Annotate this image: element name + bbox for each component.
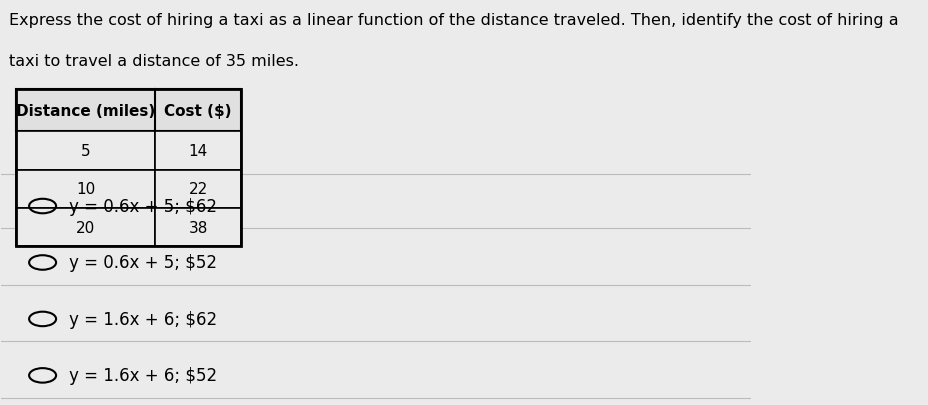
Text: 20: 20 [76, 220, 96, 235]
Text: y = 0.6x + 5; $62: y = 0.6x + 5; $62 [69, 198, 216, 215]
Text: 10: 10 [76, 182, 96, 197]
Text: y = 1.6x + 6; $52: y = 1.6x + 6; $52 [69, 367, 217, 384]
FancyBboxPatch shape [17, 132, 155, 171]
Text: y = 1.6x + 6; $62: y = 1.6x + 6; $62 [69, 310, 217, 328]
FancyBboxPatch shape [17, 209, 155, 247]
Text: taxi to travel a distance of 35 miles.: taxi to travel a distance of 35 miles. [9, 54, 299, 68]
FancyBboxPatch shape [155, 132, 241, 171]
Text: 38: 38 [188, 220, 208, 235]
FancyBboxPatch shape [155, 209, 241, 247]
Text: Cost ($): Cost ($) [164, 104, 232, 119]
Text: y = 0.6x + 5; $52: y = 0.6x + 5; $52 [69, 254, 216, 272]
Text: Express the cost of hiring a taxi as a linear function of the distance traveled.: Express the cost of hiring a taxi as a l… [9, 13, 897, 28]
FancyBboxPatch shape [155, 171, 241, 209]
Text: 22: 22 [188, 182, 208, 197]
Text: 14: 14 [188, 144, 208, 159]
FancyBboxPatch shape [17, 171, 155, 209]
Text: Distance (miles): Distance (miles) [16, 104, 155, 119]
Text: 5: 5 [81, 144, 90, 159]
FancyBboxPatch shape [17, 90, 241, 132]
